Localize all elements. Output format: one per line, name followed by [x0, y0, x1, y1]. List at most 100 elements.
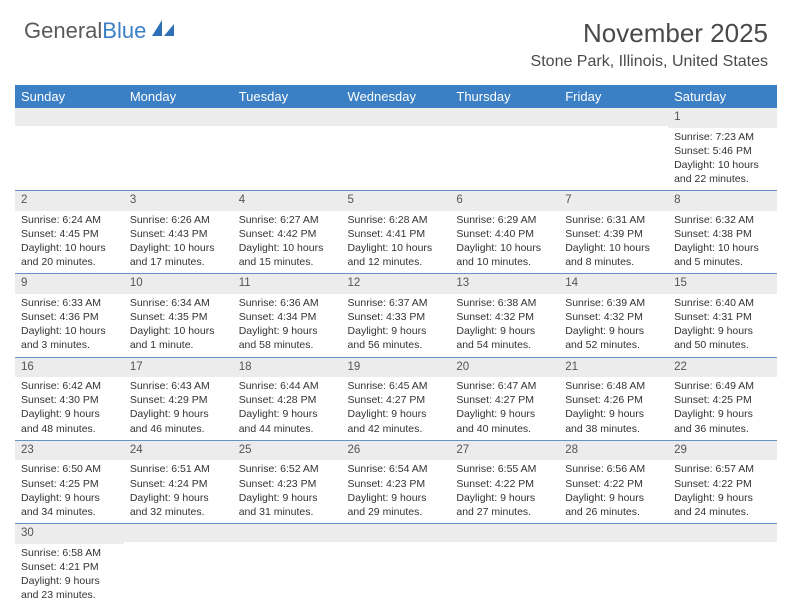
day-info-line: Daylight: 9 hours — [130, 491, 227, 505]
day-info-line: and 36 minutes. — [674, 422, 771, 436]
day-info-line: Sunset: 4:43 PM — [130, 227, 227, 241]
day-number: 19 — [342, 358, 451, 378]
calendar-week: 30Sunrise: 6:58 AMSunset: 4:21 PMDayligh… — [15, 524, 777, 607]
day-info-line: and 32 minutes. — [130, 505, 227, 519]
calendar-day: 23Sunrise: 6:50 AMSunset: 4:25 PMDayligh… — [15, 440, 124, 523]
day-info-line: Sunset: 4:39 PM — [565, 227, 662, 241]
calendar-day — [233, 108, 342, 191]
day-info-line: Sunset: 4:27 PM — [456, 393, 553, 407]
day-info-line: Sunrise: 6:56 AM — [565, 462, 662, 476]
day-info-line: and 3 minutes. — [21, 338, 118, 352]
day-info-line: Daylight: 10 hours — [456, 241, 553, 255]
day-info-line: and 15 minutes. — [239, 255, 336, 269]
day-info-line: and 48 minutes. — [21, 422, 118, 436]
day-info-line: Sunrise: 7:23 AM — [674, 130, 771, 144]
day-info-line: Sunrise: 6:36 AM — [239, 296, 336, 310]
day-info-line: Sunrise: 6:24 AM — [21, 213, 118, 227]
day-number: 16 — [15, 358, 124, 378]
calendar-day: 12Sunrise: 6:37 AMSunset: 4:33 PMDayligh… — [342, 274, 451, 357]
calendar-day: 19Sunrise: 6:45 AMSunset: 4:27 PMDayligh… — [342, 357, 451, 440]
day-content — [124, 126, 233, 132]
calendar-day: 5Sunrise: 6:28 AMSunset: 4:41 PMDaylight… — [342, 191, 451, 274]
day-info-line: Sunrise: 6:48 AM — [565, 379, 662, 393]
day-info-line: Daylight: 9 hours — [674, 491, 771, 505]
day-info-line: Sunrise: 6:31 AM — [565, 213, 662, 227]
day-info-line: Daylight: 9 hours — [456, 491, 553, 505]
day-info-line: Daylight: 9 hours — [21, 491, 118, 505]
day-number — [559, 108, 668, 126]
day-info-line: Sunrise: 6:40 AM — [674, 296, 771, 310]
calendar-day — [342, 524, 451, 607]
day-number: 22 — [668, 358, 777, 378]
day-content: Sunrise: 6:48 AMSunset: 4:26 PMDaylight:… — [559, 377, 668, 440]
day-info-line: Daylight: 9 hours — [456, 324, 553, 338]
day-info-line: Sunset: 4:27 PM — [348, 393, 445, 407]
day-info-line: Daylight: 10 hours — [21, 324, 118, 338]
day-number — [124, 108, 233, 126]
calendar-head: SundayMondayTuesdayWednesdayThursdayFrid… — [15, 85, 777, 108]
day-number: 14 — [559, 274, 668, 294]
day-content — [450, 126, 559, 132]
day-info-line: Daylight: 10 hours — [348, 241, 445, 255]
day-info-line: and 44 minutes. — [239, 422, 336, 436]
day-info-line: and 52 minutes. — [565, 338, 662, 352]
day-info-line: and 31 minutes. — [239, 505, 336, 519]
day-content: Sunrise: 6:49 AMSunset: 4:25 PMDaylight:… — [668, 377, 777, 440]
calendar-day: 17Sunrise: 6:43 AMSunset: 4:29 PMDayligh… — [124, 357, 233, 440]
day-info-line: and 38 minutes. — [565, 422, 662, 436]
calendar-day: 29Sunrise: 6:57 AMSunset: 4:22 PMDayligh… — [668, 440, 777, 523]
day-info-line: Sunset: 4:35 PM — [130, 310, 227, 324]
day-info-line: Sunset: 4:42 PM — [239, 227, 336, 241]
title-block: November 2025 Stone Park, Illinois, Unit… — [531, 18, 768, 71]
day-content — [668, 542, 777, 548]
day-info-line: Sunrise: 6:28 AM — [348, 213, 445, 227]
day-info-line: Sunset: 4:23 PM — [239, 477, 336, 491]
day-number: 3 — [124, 191, 233, 211]
calendar-day: 14Sunrise: 6:39 AMSunset: 4:32 PMDayligh… — [559, 274, 668, 357]
day-number: 8 — [668, 191, 777, 211]
day-info-line: Sunrise: 6:26 AM — [130, 213, 227, 227]
day-info-line: Sunset: 4:32 PM — [565, 310, 662, 324]
calendar-day: 20Sunrise: 6:47 AMSunset: 4:27 PMDayligh… — [450, 357, 559, 440]
day-content: Sunrise: 6:50 AMSunset: 4:25 PMDaylight:… — [15, 460, 124, 523]
day-number: 24 — [124, 441, 233, 461]
day-number — [559, 524, 668, 542]
day-info-line: and 42 minutes. — [348, 422, 445, 436]
day-number — [342, 108, 451, 126]
day-info-line: and 1 minute. — [130, 338, 227, 352]
calendar-day: 13Sunrise: 6:38 AMSunset: 4:32 PMDayligh… — [450, 274, 559, 357]
calendar-day — [233, 524, 342, 607]
day-content — [559, 542, 668, 548]
calendar-day: 7Sunrise: 6:31 AMSunset: 4:39 PMDaylight… — [559, 191, 668, 274]
day-info-line: and 20 minutes. — [21, 255, 118, 269]
day-info-line: Sunset: 4:22 PM — [565, 477, 662, 491]
day-content: Sunrise: 6:38 AMSunset: 4:32 PMDaylight:… — [450, 294, 559, 357]
day-info-line: Daylight: 10 hours — [239, 241, 336, 255]
day-content: Sunrise: 6:42 AMSunset: 4:30 PMDaylight:… — [15, 377, 124, 440]
day-info-line: Daylight: 9 hours — [21, 407, 118, 421]
calendar-week: 2Sunrise: 6:24 AMSunset: 4:45 PMDaylight… — [15, 191, 777, 274]
day-content: Sunrise: 6:26 AMSunset: 4:43 PMDaylight:… — [124, 211, 233, 274]
day-header: Sunday — [15, 85, 124, 108]
calendar-day — [559, 524, 668, 607]
calendar-day: 28Sunrise: 6:56 AMSunset: 4:22 PMDayligh… — [559, 440, 668, 523]
day-info-line: Sunset: 4:31 PM — [674, 310, 771, 324]
day-content: Sunrise: 6:24 AMSunset: 4:45 PMDaylight:… — [15, 211, 124, 274]
calendar-day — [15, 108, 124, 191]
calendar-day: 6Sunrise: 6:29 AMSunset: 4:40 PMDaylight… — [450, 191, 559, 274]
day-content: Sunrise: 6:40 AMSunset: 4:31 PMDaylight:… — [668, 294, 777, 357]
day-header: Wednesday — [342, 85, 451, 108]
day-info-line: and 12 minutes. — [348, 255, 445, 269]
day-info-line: Sunrise: 6:27 AM — [239, 213, 336, 227]
day-info-line: Sunset: 4:33 PM — [348, 310, 445, 324]
day-info-line: Sunrise: 6:55 AM — [456, 462, 553, 476]
day-content: Sunrise: 6:37 AMSunset: 4:33 PMDaylight:… — [342, 294, 451, 357]
day-content — [450, 542, 559, 548]
day-content: Sunrise: 6:44 AMSunset: 4:28 PMDaylight:… — [233, 377, 342, 440]
header: GeneralBlue November 2025 Stone Park, Il… — [0, 0, 792, 79]
day-info-line: Sunset: 4:34 PM — [239, 310, 336, 324]
calendar-day: 16Sunrise: 6:42 AMSunset: 4:30 PMDayligh… — [15, 357, 124, 440]
calendar-day — [450, 108, 559, 191]
day-info-line: and 46 minutes. — [130, 422, 227, 436]
day-info-line: Sunrise: 6:38 AM — [456, 296, 553, 310]
